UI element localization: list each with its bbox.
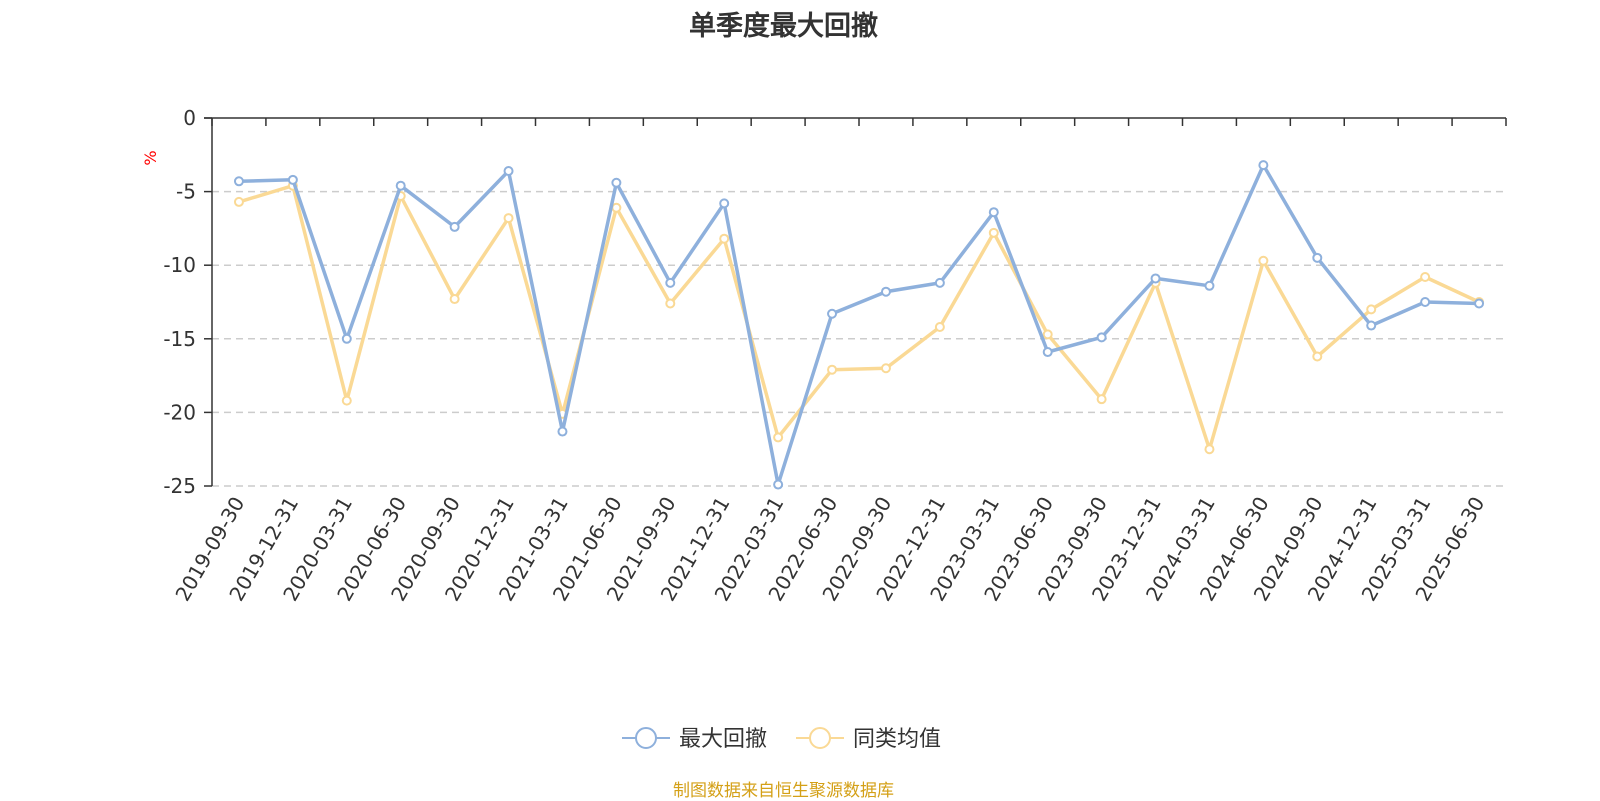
legend-marker-icon — [809, 727, 831, 749]
data-point — [1204, 444, 1215, 455]
data-point — [934, 322, 945, 333]
legend-label: 最大回撤 — [679, 727, 767, 752]
grid-lines — [212, 190, 1506, 487]
data-point — [1366, 304, 1377, 315]
legend-item[interactable]: 同类均值 — [796, 727, 941, 752]
legend[interactable]: 最大回撤 同类均值 — [622, 727, 941, 752]
data-point — [880, 363, 891, 374]
data-point — [1204, 280, 1215, 291]
series-lines — [233, 160, 1485, 490]
data-point — [880, 286, 891, 297]
data-point — [503, 165, 514, 176]
chart-title: 单季度最大回撤 — [689, 11, 878, 42]
data-point — [1366, 320, 1377, 331]
y-tick-label: -20 — [163, 400, 196, 424]
data-point — [1150, 273, 1161, 284]
source-note: 制图数据来自恒生聚源数据库 — [673, 781, 894, 801]
y-axis-unit-label: % — [141, 150, 160, 165]
y-tick-label: -25 — [163, 474, 196, 498]
data-point — [503, 213, 514, 224]
y-tick-label: 0 — [183, 106, 196, 130]
data-point — [1258, 160, 1269, 171]
legend-item[interactable]: 最大回撤 — [622, 727, 767, 752]
legend-marker-icon — [635, 727, 657, 749]
data-point — [827, 364, 838, 375]
data-point — [1420, 297, 1431, 307]
data-point — [934, 277, 945, 288]
data-point — [988, 227, 999, 238]
data-point — [1474, 298, 1485, 309]
y-tick-label: -10 — [163, 253, 196, 277]
data-point — [449, 221, 460, 232]
series-line — [238, 183, 1480, 451]
data-point — [341, 395, 352, 406]
data-point — [1096, 394, 1107, 405]
data-point — [449, 294, 460, 305]
data-point — [665, 298, 676, 309]
series-line — [238, 163, 1480, 487]
data-point — [1312, 252, 1323, 263]
data-point — [1312, 351, 1323, 362]
data-point — [827, 308, 838, 319]
data-point — [665, 277, 676, 288]
axes: 0-5-10-15-20-25%2019-09-302019-12-312020… — [141, 106, 1507, 605]
data-point — [611, 177, 622, 188]
data-point — [988, 207, 999, 218]
data-point — [773, 479, 784, 490]
data-point — [341, 333, 352, 344]
y-tick-label: -5 — [176, 180, 196, 204]
data-point — [287, 174, 298, 185]
legend-label: 同类均值 — [853, 727, 941, 752]
y-tick-label: -15 — [163, 327, 196, 351]
data-point — [1042, 329, 1053, 340]
data-point — [1420, 271, 1431, 282]
data-point — [719, 198, 730, 209]
data-point — [719, 233, 730, 244]
data-point — [611, 202, 622, 213]
data-point — [557, 426, 568, 437]
data-point — [1042, 347, 1053, 358]
data-point — [1096, 332, 1107, 343]
data-point — [233, 196, 244, 207]
data-point — [395, 180, 406, 191]
data-point — [1258, 255, 1269, 266]
data-point — [233, 176, 244, 187]
data-point — [773, 432, 784, 443]
